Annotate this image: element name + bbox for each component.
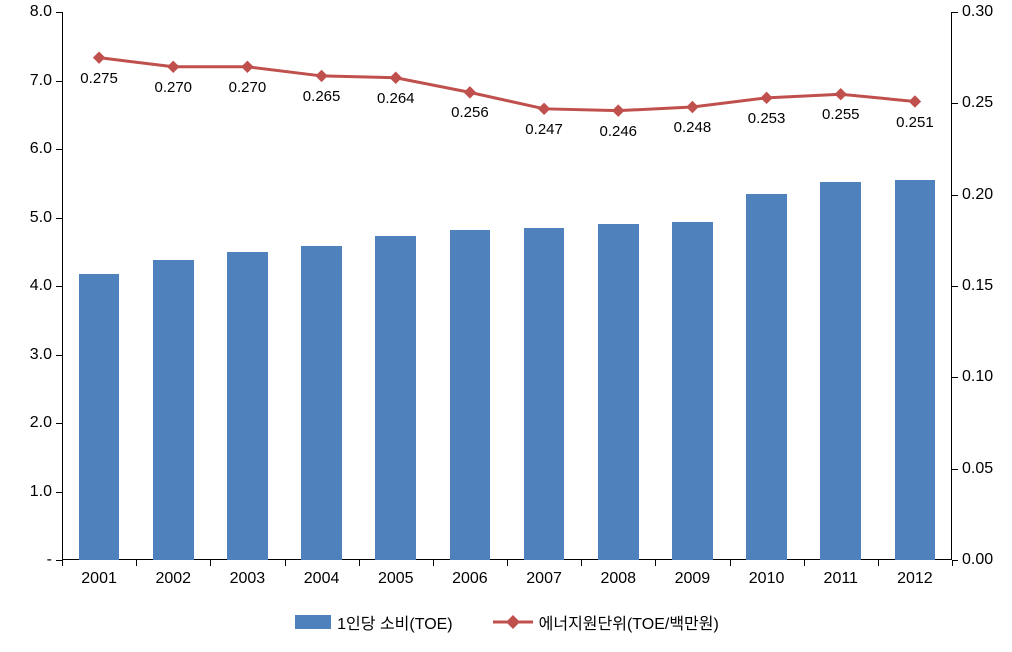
x-tick: [804, 560, 805, 566]
x-tick-label: 2001: [81, 570, 117, 588]
y-right-tick-label: 0.15: [962, 277, 993, 295]
line-data-label: 0.270: [154, 79, 192, 96]
line-data-label: 0.253: [748, 110, 786, 127]
line-marker: [390, 72, 401, 83]
plot-area: 0.275 0.270 0.270 0.265 0.264 0.256 0.247 0.246…: [62, 12, 952, 560]
x-tick-label: 2011: [824, 570, 858, 588]
x-tick: [433, 560, 434, 566]
line-marker: [168, 61, 179, 72]
line-data-label: 0.246: [599, 123, 637, 140]
line-marker: [316, 70, 327, 81]
line-data-label: 0.251: [896, 114, 934, 131]
x-tick: [210, 560, 211, 566]
y-left-tick-label: 5.0: [4, 209, 52, 227]
line-data-label: 0.275: [80, 70, 118, 87]
x-tick-label: 2007: [526, 570, 562, 588]
y-right-tick: [952, 286, 958, 287]
x-tick: [730, 560, 731, 566]
line-data-label: 0.255: [822, 106, 860, 123]
legend-line-swatch: [493, 615, 533, 629]
x-tick-label: 2009: [675, 570, 711, 588]
y-right-tick-label: 0.00: [962, 551, 993, 569]
y-right-tick-label: 0.05: [962, 460, 993, 478]
y-right-tick: [952, 195, 958, 196]
y-right-tick: [952, 103, 958, 104]
y-left-tick: [56, 492, 62, 493]
line-marker: [242, 61, 253, 72]
line-marker: [761, 92, 772, 103]
legend-bar-label: 1인당 소비(TOE): [337, 610, 452, 634]
y-left-tick-label: 6.0: [4, 140, 52, 158]
line-marker: [464, 87, 475, 98]
y-left-tick-label: 7.0: [4, 72, 52, 90]
y-left-tick: [56, 218, 62, 219]
legend: 1인당 소비(TOE) 에너지원단위(TOE/백만원): [62, 610, 952, 634]
legend-item-bar: 1인당 소비(TOE): [295, 610, 452, 634]
x-tick: [878, 560, 879, 566]
y-right-tick: [952, 377, 958, 378]
y-left-tick-label: -: [4, 551, 52, 569]
legend-item-line: 에너지원단위(TOE/백만원): [493, 610, 719, 634]
y-left-tick-label: 8.0: [4, 3, 52, 21]
y-right-tick: [952, 12, 958, 13]
line-series: [62, 12, 952, 560]
legend-bar-swatch: [295, 615, 331, 629]
line-data-label: 0.270: [229, 79, 267, 96]
line-marker: [539, 103, 550, 114]
line-marker: [94, 52, 105, 63]
x-tick: [507, 560, 508, 566]
y-left-tick-label: 3.0: [4, 346, 52, 364]
line-marker: [687, 101, 698, 112]
y-right-tick-label: 0.30: [962, 3, 993, 21]
line-data-label: 0.264: [377, 90, 415, 107]
chart-container: 0.275 0.270 0.270 0.265 0.264 0.256 0.247 0.246…: [0, 0, 1012, 652]
y-left-tick: [56, 81, 62, 82]
line-data-label: 0.256: [451, 104, 489, 121]
x-tick: [952, 560, 953, 566]
x-tick: [285, 560, 286, 566]
y-left-tick: [56, 12, 62, 13]
line-data-label: 0.265: [303, 88, 341, 105]
y-left-tick: [56, 355, 62, 356]
y-left-tick: [56, 423, 62, 424]
x-tick: [581, 560, 582, 566]
y-left-tick-label: 2.0: [4, 414, 52, 432]
line-marker: [835, 89, 846, 100]
y-left-tick: [56, 286, 62, 287]
y-right-tick-label: 0.25: [962, 94, 993, 112]
legend-line-label: 에너지원단위(TOE/백만원): [539, 610, 719, 634]
y-left-tick: [56, 149, 62, 150]
x-tick-label: 2005: [378, 570, 414, 588]
x-tick-label: 2002: [155, 570, 191, 588]
x-tick-label: 2010: [749, 570, 785, 588]
line-marker: [613, 105, 624, 116]
line-data-label: 0.247: [525, 121, 563, 138]
line-data-label: 0.248: [674, 119, 712, 136]
x-tick-label: 2008: [600, 570, 636, 588]
y-left-tick-label: 1.0: [4, 483, 52, 501]
x-tick-label: 2012: [897, 570, 933, 588]
y-right-tick-label: 0.10: [962, 368, 993, 386]
x-tick-label: 2006: [452, 570, 488, 588]
x-tick-label: 2004: [304, 570, 340, 588]
y-left-tick-label: 4.0: [4, 277, 52, 295]
x-tick: [359, 560, 360, 566]
y-right-tick-label: 0.20: [962, 186, 993, 204]
x-tick: [655, 560, 656, 566]
line-marker: [909, 96, 920, 107]
x-tick: [136, 560, 137, 566]
x-tick-label: 2003: [230, 570, 266, 588]
y-right-tick: [952, 469, 958, 470]
x-tick: [62, 560, 63, 566]
